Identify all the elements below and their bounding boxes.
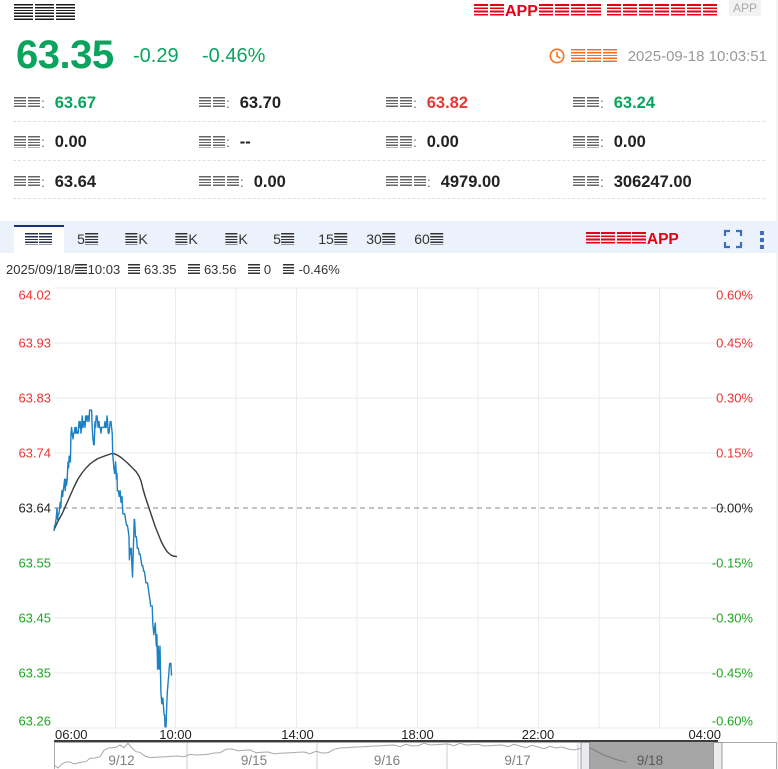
svg-text:63.64: 63.64	[18, 501, 51, 516]
svg-text:64.02: 64.02	[18, 288, 51, 303]
svg-text:18:00: 18:00	[401, 727, 434, 742]
svg-text:63.93: 63.93	[18, 336, 51, 351]
svg-text:-0.60%: -0.60%	[712, 714, 754, 729]
svg-text:63.45: 63.45	[18, 611, 51, 626]
svg-text:10:00: 10:00	[159, 727, 192, 742]
svg-text:63.35: 63.35	[18, 666, 51, 681]
svg-text:22:00: 22:00	[522, 727, 555, 742]
svg-text:9/18: 9/18	[637, 753, 663, 768]
svg-text:63.55: 63.55	[18, 556, 51, 571]
svg-text:06:00: 06:00	[55, 727, 88, 742]
svg-text:0.45%: 0.45%	[716, 336, 753, 351]
svg-text:0.15%: 0.15%	[716, 446, 753, 461]
svg-text:0.00%: 0.00%	[716, 501, 753, 516]
svg-text:-0.30%: -0.30%	[712, 611, 754, 626]
svg-text:63.83: 63.83	[18, 391, 51, 406]
svg-text:14:00: 14:00	[281, 727, 314, 742]
svg-text:9/15: 9/15	[241, 753, 267, 768]
svg-text:63.26: 63.26	[18, 714, 51, 729]
svg-text:9/17: 9/17	[504, 753, 530, 768]
svg-text:9/16: 9/16	[374, 753, 400, 768]
svg-text:-0.15%: -0.15%	[712, 556, 754, 571]
svg-text:04:00: 04:00	[688, 727, 721, 742]
svg-text:9/12: 9/12	[108, 753, 134, 768]
svg-text:63.74: 63.74	[18, 446, 51, 461]
svg-text:-0.45%: -0.45%	[712, 666, 754, 681]
svg-text:0.60%: 0.60%	[716, 288, 753, 303]
svg-text:0.30%: 0.30%	[716, 391, 753, 406]
